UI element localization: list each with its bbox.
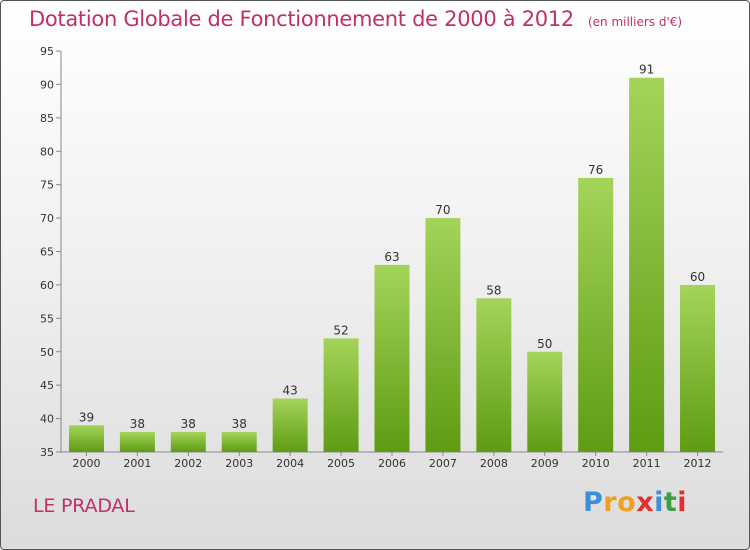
logo-letter: P bbox=[583, 487, 604, 518]
logo-letter: i bbox=[677, 487, 688, 518]
y-tick-label: 40 bbox=[40, 413, 54, 426]
bar bbox=[578, 177, 614, 452]
bar bbox=[323, 338, 359, 452]
bar bbox=[374, 264, 410, 452]
chart-title: Dotation Globale de Fonctionnement de 20… bbox=[29, 7, 574, 31]
y-tick-label: 55 bbox=[40, 312, 54, 325]
logo-letter: x bbox=[636, 487, 655, 518]
bar bbox=[119, 431, 155, 452]
x-tick-label: 2000 bbox=[72, 457, 100, 470]
labels-group: 2000 39 2001 38 2002 38 2003 38 2004 43 2005 52 2006… bbox=[72, 63, 711, 470]
x-tick-label: 2009 bbox=[531, 457, 559, 470]
logo-letter: i bbox=[654, 487, 664, 518]
y-tick-label: 85 bbox=[40, 112, 54, 125]
y-tick-label: 45 bbox=[40, 379, 54, 392]
bar-value-label: 38 bbox=[232, 417, 247, 431]
x-tick-label: 2007 bbox=[429, 457, 457, 470]
bar-value-label: 76 bbox=[588, 163, 603, 177]
x-tick-label: 2010 bbox=[582, 457, 610, 470]
y-tick-label: 50 bbox=[40, 346, 54, 359]
bar-value-label: 91 bbox=[639, 63, 654, 77]
x-tick-label: 2003 bbox=[225, 457, 253, 470]
bar bbox=[272, 398, 308, 452]
y-tick-label: 70 bbox=[40, 212, 54, 225]
x-tick-label: 2008 bbox=[480, 457, 508, 470]
logo-letter: o bbox=[617, 487, 637, 518]
bar-value-label: 52 bbox=[333, 323, 348, 337]
x-tick-label: 2006 bbox=[378, 457, 406, 470]
bar bbox=[527, 351, 563, 452]
x-tick-label: 2012 bbox=[684, 457, 712, 470]
bar bbox=[68, 425, 104, 452]
bar bbox=[221, 431, 257, 452]
bar-value-label: 50 bbox=[537, 337, 552, 351]
y-tick-label: 95 bbox=[40, 45, 54, 58]
bar bbox=[170, 431, 206, 452]
bar-value-label: 70 bbox=[435, 203, 450, 217]
x-tick-label: 2005 bbox=[327, 457, 355, 470]
bar bbox=[680, 284, 716, 452]
proxiti-logo: Proxiti bbox=[583, 487, 687, 518]
bar bbox=[476, 298, 512, 452]
bar-value-label: 39 bbox=[79, 410, 94, 424]
bar-value-label: 63 bbox=[384, 250, 399, 264]
x-tick-label: 2002 bbox=[174, 457, 202, 470]
chart-subtitle: (en milliers d'€) bbox=[587, 15, 683, 29]
x-tick-label: 2004 bbox=[276, 457, 304, 470]
bar bbox=[425, 218, 461, 452]
chart-title-block: Dotation Globale de Fonctionnement de 20… bbox=[29, 7, 682, 31]
y-tick-label: 75 bbox=[40, 179, 54, 192]
logo-letter: r bbox=[603, 487, 618, 518]
x-tick-label: 2011 bbox=[633, 457, 661, 470]
bar bbox=[629, 77, 665, 452]
axes: 35 40 45 50 55 60 65 70 75 80 85 90 95 bbox=[40, 45, 723, 459]
y-tick-label: 65 bbox=[40, 246, 54, 259]
bar-value-label: 58 bbox=[486, 283, 501, 297]
bar-value-label: 38 bbox=[130, 417, 145, 431]
y-tick-label: 80 bbox=[40, 145, 54, 158]
commune-name: LE PRADAL bbox=[33, 495, 135, 517]
bar-value-label: 38 bbox=[181, 417, 196, 431]
y-tick-label: 90 bbox=[40, 78, 54, 91]
y-tick-label: 60 bbox=[40, 279, 54, 292]
x-tick-label: 2001 bbox=[123, 457, 151, 470]
bar-value-label: 60 bbox=[690, 270, 705, 284]
bar-value-label: 43 bbox=[283, 384, 298, 398]
bars-group bbox=[68, 77, 716, 452]
logo-letter: t bbox=[663, 487, 678, 518]
y-tick-label: 35 bbox=[40, 446, 54, 459]
